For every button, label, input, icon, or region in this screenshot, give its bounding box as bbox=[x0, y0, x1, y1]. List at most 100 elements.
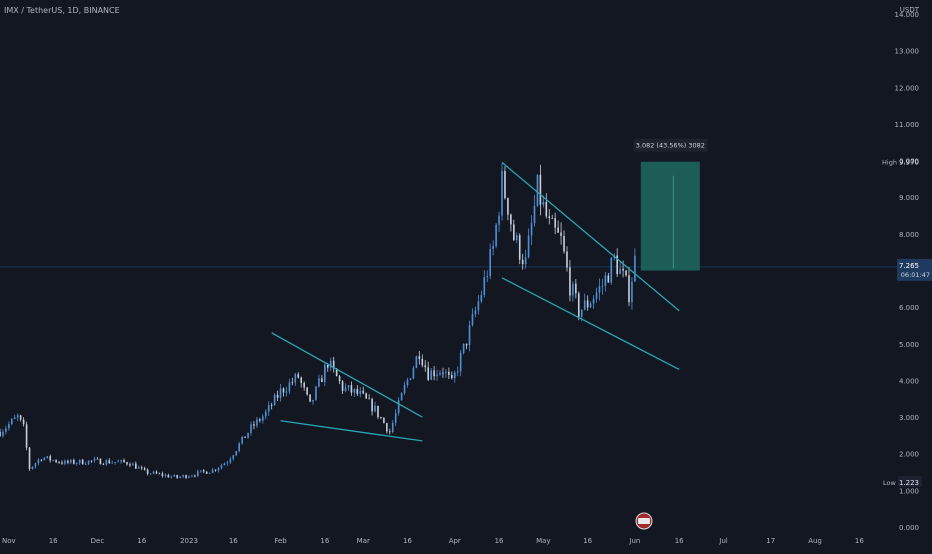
candle-body bbox=[270, 404, 273, 406]
candle-body bbox=[223, 463, 226, 466]
candle-body bbox=[306, 387, 308, 395]
candle-body bbox=[524, 257, 527, 265]
candle-body bbox=[276, 394, 279, 398]
candle-body bbox=[583, 300, 586, 310]
candle-body bbox=[365, 393, 367, 399]
candle-body bbox=[589, 303, 592, 308]
candle-body bbox=[515, 235, 518, 241]
candle-body bbox=[235, 450, 238, 456]
x-tick-label: Apr bbox=[449, 537, 461, 545]
candle-body bbox=[285, 391, 288, 393]
candle-body bbox=[548, 216, 551, 219]
candle-body bbox=[353, 388, 356, 393]
x-tick-label: 17 bbox=[766, 537, 775, 545]
x-tick-label: 16 bbox=[583, 537, 592, 545]
candle-body bbox=[220, 465, 223, 468]
candle-body bbox=[527, 235, 530, 258]
candle-body bbox=[164, 474, 167, 476]
candle-body bbox=[229, 459, 232, 463]
candle-body bbox=[232, 455, 235, 460]
candle-body bbox=[309, 394, 311, 402]
candle-body bbox=[87, 460, 90, 465]
y-tick-label: 14.000 bbox=[895, 11, 920, 19]
x-tick-label: 16 bbox=[403, 537, 412, 545]
y-tick-label: 5.000 bbox=[899, 341, 919, 349]
candle-body bbox=[146, 469, 149, 474]
candle-body bbox=[241, 436, 243, 444]
candle-body bbox=[52, 460, 54, 461]
candle-body bbox=[371, 398, 373, 412]
candle-body bbox=[554, 218, 556, 228]
candle-body bbox=[28, 447, 31, 470]
candle-body bbox=[117, 461, 119, 463]
candle-body bbox=[388, 431, 391, 433]
candle-body bbox=[0, 431, 1, 437]
candle-body bbox=[566, 251, 568, 268]
candle-body bbox=[368, 398, 370, 400]
candle-body bbox=[173, 475, 176, 477]
candle-body bbox=[58, 462, 60, 463]
candle-body bbox=[67, 460, 69, 463]
candle-body bbox=[170, 476, 173, 478]
candle-body bbox=[329, 360, 332, 368]
candle-body bbox=[495, 224, 497, 247]
candle-body bbox=[324, 365, 326, 382]
candle-body bbox=[262, 416, 264, 421]
x-tick-label: 2023 bbox=[180, 537, 198, 545]
candle-body bbox=[456, 371, 459, 373]
candle-body bbox=[598, 286, 601, 293]
candle-body bbox=[202, 470, 205, 472]
candle-body bbox=[40, 459, 43, 461]
x-tick-label: 16 bbox=[137, 537, 146, 545]
candle-body bbox=[167, 474, 170, 478]
wedge-lower-trendline bbox=[501, 277, 680, 371]
y-tick-label: 13.000 bbox=[895, 48, 920, 56]
candle-body bbox=[545, 201, 548, 217]
candle-body bbox=[403, 384, 406, 393]
candle-body bbox=[400, 392, 403, 401]
candle-body bbox=[5, 428, 7, 432]
candle-body bbox=[137, 467, 140, 469]
target-box-layer: 3.082 (43.56%) 3082 bbox=[633, 138, 708, 271]
candle-body bbox=[439, 372, 441, 375]
candle-body bbox=[99, 458, 102, 465]
candle-body bbox=[569, 267, 571, 296]
candle-body bbox=[250, 424, 252, 433]
candle-body bbox=[185, 475, 187, 478]
candle-body bbox=[111, 462, 114, 464]
candle-body bbox=[161, 473, 164, 476]
candle-body bbox=[37, 459, 40, 464]
x-tick-label: Aug bbox=[808, 537, 822, 545]
current-price-tag bbox=[897, 258, 932, 281]
candle-body bbox=[518, 235, 521, 260]
candle-body bbox=[238, 443, 241, 451]
candle-body bbox=[539, 174, 542, 205]
candle-body bbox=[533, 205, 536, 224]
candle-body bbox=[465, 343, 468, 346]
candle-body bbox=[191, 475, 193, 477]
candle-body bbox=[607, 275, 610, 283]
y-tick-label: 8.000 bbox=[899, 231, 919, 239]
watermark-logo bbox=[635, 512, 653, 530]
candle-body bbox=[194, 475, 196, 477]
candle-body bbox=[604, 275, 607, 286]
x-tick-label: Nov bbox=[2, 537, 16, 545]
x-tick-label: 16 bbox=[320, 537, 329, 545]
flag-1-upper-trendline bbox=[271, 332, 423, 418]
candle-body bbox=[132, 463, 134, 466]
candle-body bbox=[492, 246, 494, 249]
candle-body bbox=[279, 388, 282, 398]
x-tick-label: 16 bbox=[229, 537, 238, 545]
candle-body bbox=[359, 390, 362, 394]
candle-body bbox=[291, 382, 294, 384]
candle-body bbox=[214, 469, 217, 471]
low-value: 1.223 bbox=[899, 479, 919, 487]
candle-body bbox=[90, 460, 93, 462]
candle-body bbox=[321, 378, 323, 382]
low-value-bg bbox=[898, 476, 922, 488]
y-tick-label: 0.000 bbox=[899, 524, 919, 532]
candle-body bbox=[315, 386, 317, 400]
candle-body bbox=[93, 458, 96, 461]
